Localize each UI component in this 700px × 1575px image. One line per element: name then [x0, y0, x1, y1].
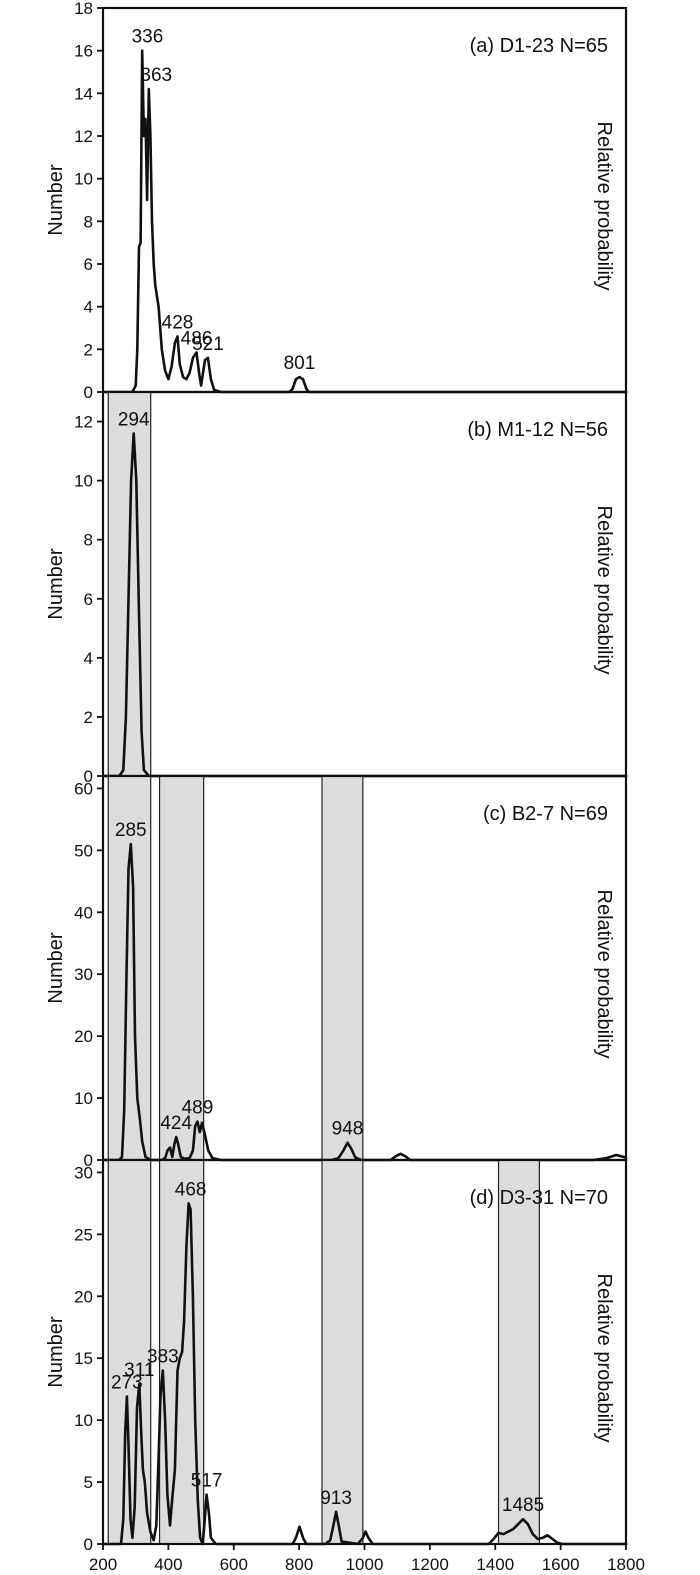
panel-frame [101, 390, 628, 778]
right-axis-label: Relative probability [593, 122, 615, 291]
peak-label: 948 [332, 1119, 364, 1140]
y-tick-label: 25 [74, 1225, 93, 1244]
y-tick-label: 20 [74, 1287, 93, 1306]
y-tick-label: 0 [84, 383, 93, 402]
y-tick-label: 10 [74, 170, 93, 189]
y-tick-label: 12 [74, 413, 93, 432]
y-tick-label: 0 [84, 1535, 93, 1554]
panel-title: (b) M1-12 N=56 [467, 419, 608, 441]
y-tick-label: 40 [74, 903, 93, 922]
age-band [321, 775, 364, 1161]
y-tick-label: 60 [74, 779, 93, 798]
y-tick-label: 30 [74, 965, 93, 984]
y-tick-label: 6 [84, 255, 93, 274]
y-tick-label: 14 [74, 84, 93, 103]
shared-x-axis: 200 400 600 800 1000 1200 1400 1600 1800 [89, 1544, 645, 1574]
peak-label: 913 [320, 1488, 352, 1509]
peak-label: 801 [284, 353, 316, 374]
peak-label: 486 [181, 329, 213, 350]
x-tick-label: 1200 [411, 1555, 449, 1574]
y-axis-label: Number [45, 932, 67, 1003]
y-tick-label: 5 [84, 1473, 93, 1492]
x-tick-label: 400 [154, 1555, 182, 1574]
peak-label: 285 [115, 820, 147, 841]
panel-a: 0 2 4 6 8 10 12 14 16 18 Number Relative probabilit… [45, 0, 628, 402]
y-tick-label: 6 [84, 590, 93, 609]
peak-label: 428 [162, 313, 194, 334]
y-tick-label: 50 [74, 841, 93, 860]
peak-label: 311 [124, 1360, 154, 1381]
age-band [497, 1159, 540, 1545]
peak-label: 424 [160, 1113, 192, 1134]
y-tick-label: 2 [84, 340, 93, 359]
right-axis-label: Relative probability [593, 1274, 615, 1443]
right-axis-label: Relative probability [593, 506, 615, 675]
panel-b: 0 2 4 6 8 10 12 Number Relative probability (b) M… [45, 390, 628, 786]
y-tick-label: 18 [74, 0, 93, 18]
right-axis-label: Relative probability [593, 890, 615, 1059]
y-tick-label: 8 [84, 212, 93, 231]
x-tick-label: 1600 [542, 1555, 580, 1574]
age-band [107, 775, 152, 1161]
age-band [321, 1159, 364, 1545]
peak-label: 1485 [502, 1495, 544, 1516]
peak-label: 273 [111, 1373, 143, 1394]
x-tick-label: 600 [220, 1555, 248, 1574]
panel-title: (c) B2-7 N=69 [483, 803, 608, 825]
y-tick-label: 0 [84, 767, 93, 786]
peak-label: 294 [118, 409, 150, 430]
age-band [158, 775, 205, 1161]
panel-c: 0 10 20 30 40 50 60 Number Relative probability (… [45, 774, 628, 1170]
y-tick-label: 16 [74, 42, 93, 61]
peak-label: 468 [175, 1179, 207, 1200]
panel-title: (d) D3-31 N=70 [470, 1187, 608, 1209]
probability-curve [101, 1202, 628, 1546]
x-tick-label: 1800 [607, 1555, 645, 1574]
y-tick-label: 8 [84, 531, 93, 550]
probability-curve [101, 842, 628, 1162]
y-tick-label: 20 [74, 1027, 93, 1046]
y-tick-label: 2 [84, 708, 93, 727]
x-tick-label: 800 [285, 1555, 313, 1574]
y-tick-label: 4 [84, 649, 93, 668]
peak-label: 489 [182, 1098, 214, 1119]
y-tick-label: 10 [74, 1089, 93, 1108]
probability-curve [101, 432, 628, 778]
y-axis-label: Number [45, 548, 67, 619]
y-tick-label: 10 [74, 1411, 93, 1430]
y-tick-label: 4 [84, 298, 93, 317]
panel-title: (a) D1-23 N=65 [470, 35, 608, 57]
y-tick-label: 30 [74, 1163, 93, 1182]
peak-label: 521 [192, 334, 224, 355]
peak-label: 336 [132, 27, 164, 48]
y-tick-label: 10 [74, 472, 93, 491]
y-tick-label: 15 [74, 1349, 93, 1368]
panel-d: 0 5 10 15 20 25 30 Number Relative probability (d… [45, 1158, 628, 1554]
peak-label: 517 [191, 1470, 223, 1491]
probability-curve [101, 49, 628, 394]
x-tick-label: 200 [89, 1555, 117, 1574]
peak-label: 363 [140, 65, 172, 86]
peak-label: 383 [147, 1347, 179, 1368]
y-axis-label: Number [45, 1316, 67, 1387]
y-tick-label: 12 [74, 127, 93, 146]
x-tick-label: 1000 [346, 1555, 384, 1574]
y-tick-label: 0 [84, 1151, 93, 1170]
y-axis-label: Number [45, 164, 67, 235]
x-tick-label: 1400 [476, 1555, 514, 1574]
